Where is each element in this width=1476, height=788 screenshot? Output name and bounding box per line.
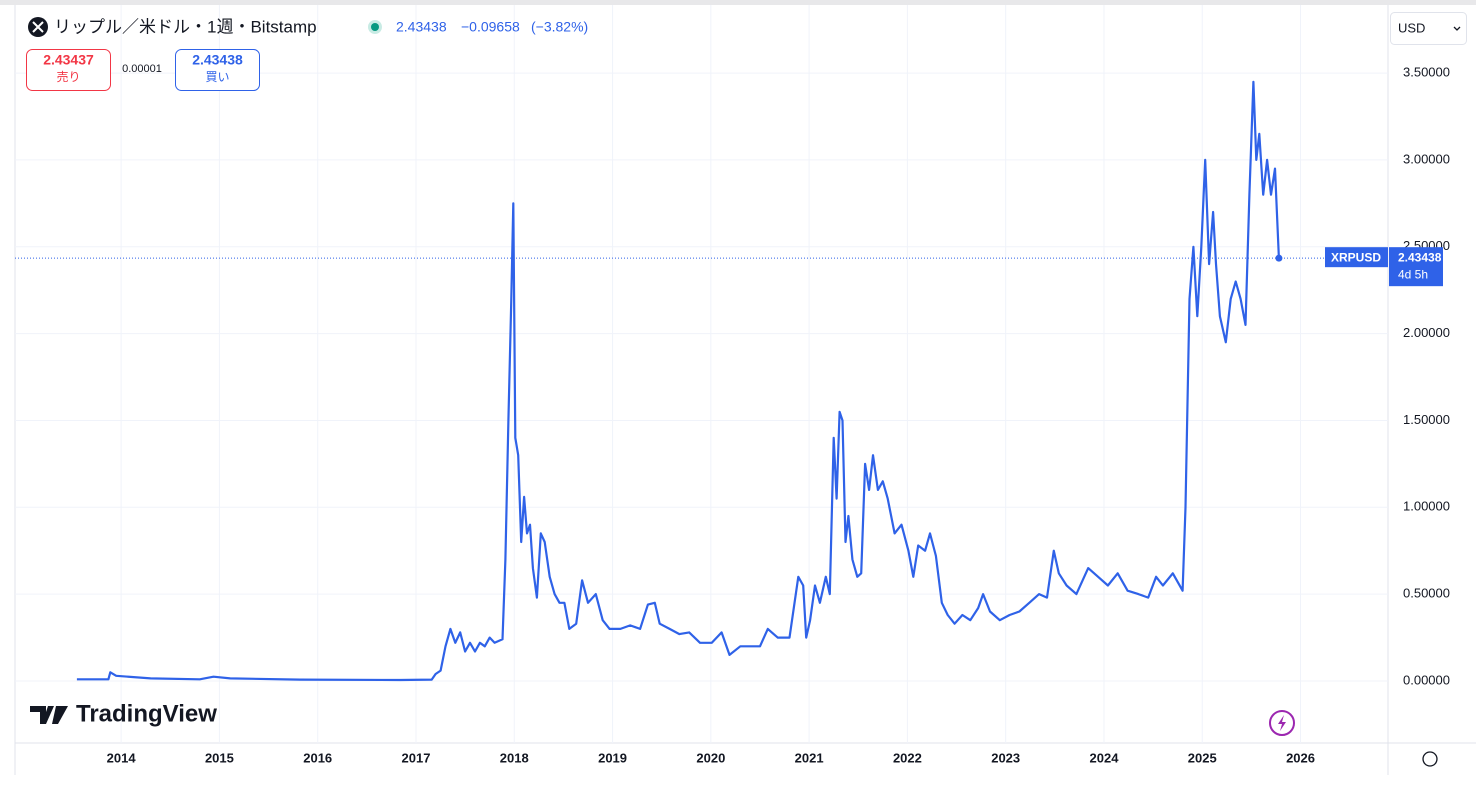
y-tick-label: 3.00000 [1403,151,1450,166]
x-tick-label: 2017 [402,750,431,765]
x-tick-label: 2023 [991,750,1020,765]
y-tick-label: 1.00000 [1403,499,1450,514]
logo-icon [30,706,68,724]
buy-label: 買い [205,70,229,84]
price-tag [1389,247,1443,287]
top-border [0,0,1476,5]
sell-price: 2.43437 [43,52,94,68]
price-line [76,80,1280,682]
x-tick-label: 2025 [1188,750,1217,765]
dropdown-arrow [1453,26,1461,31]
sell-label: 売り [56,69,80,84]
x-tick-label: 2022 [893,750,922,765]
settings-button[interactable] [1422,751,1438,767]
x-tick-label: 2021 [795,750,824,765]
sell-button[interactable] [26,49,111,91]
x-tick-label: 2018 [500,750,529,765]
price-change-pct: (−3.82%) [531,19,588,35]
symbol-icon-x [32,21,44,33]
price-tag-value: 2.43438 [1398,250,1442,264]
y-tick-label: 3.50000 [1403,65,1450,80]
price-tag-countdown: 4d 5h [1398,267,1428,281]
last-price: 2.43438 [396,19,447,35]
x-tick-label: 2014 [107,750,137,765]
events-icon [1278,715,1286,731]
x-tick-label: 2016 [303,750,332,765]
x-tick-label: 2026 [1286,750,1315,765]
symbol-tag-name: XRPUSD [1331,250,1381,264]
last-point [1275,254,1283,262]
y-tick-label: 0.50000 [1403,586,1450,601]
x-tick-label: 2019 [598,750,627,765]
y-tick-label: 2.00000 [1403,325,1450,340]
currency-select[interactable] [1390,12,1467,45]
price-change: −0.09658 [461,19,520,35]
symbol-tag [1325,247,1388,268]
x-tick-label: 2024 [1090,750,1120,765]
x-tick-label: 2020 [696,750,725,765]
y-tick-label: 0.00000 [1403,672,1450,687]
currency: USD [1398,20,1425,35]
market-status-dot [371,23,379,31]
buy-button[interactable] [175,49,260,91]
buy-price: 2.43438 [192,52,243,68]
spread: 0.00001 [122,63,162,75]
symbol-title[interactable]: リップル／米ドル・1週・Bitstamp [54,17,317,36]
x-tick-label: 2015 [205,750,234,765]
y-tick-label: 1.50000 [1403,412,1450,427]
logo-text: TradingView [76,700,217,727]
